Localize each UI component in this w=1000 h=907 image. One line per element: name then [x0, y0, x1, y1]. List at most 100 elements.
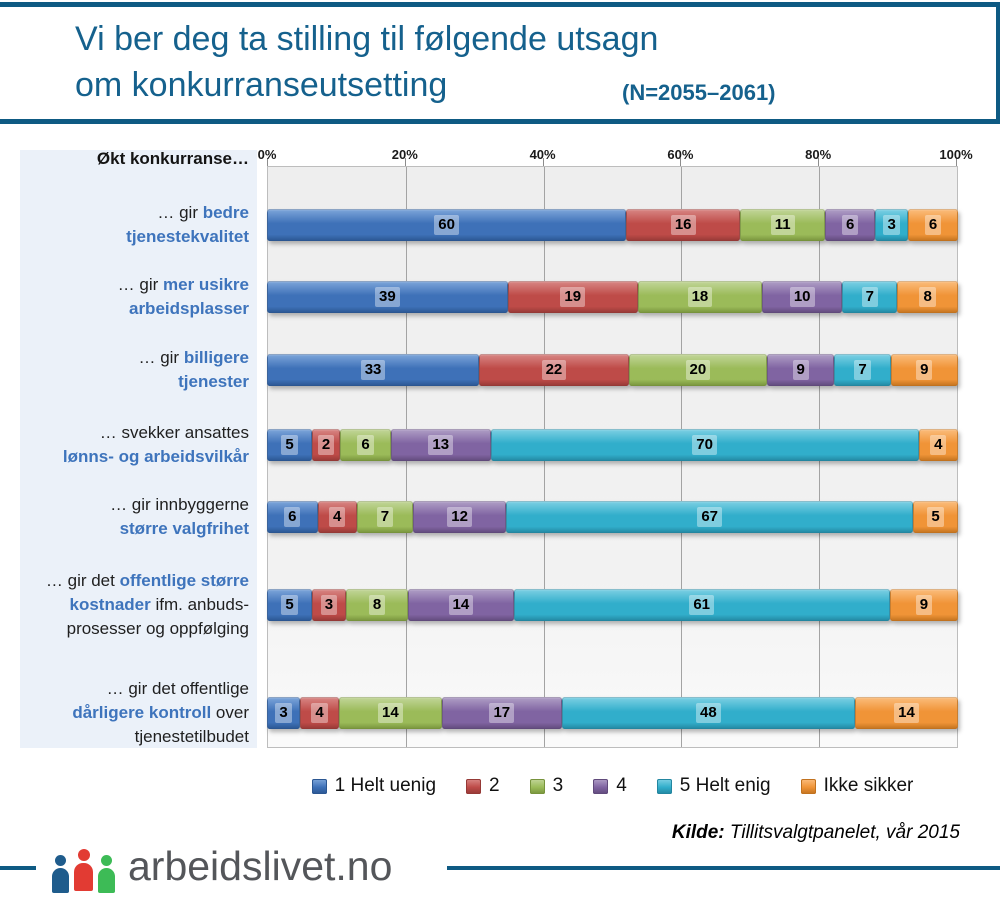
legend-marker-icon: [529, 778, 545, 794]
bar-value-label: 33: [360, 360, 386, 380]
bar-segment: 18: [637, 281, 763, 313]
axis-tick: [680, 158, 682, 166]
top-rule: [0, 2, 1000, 7]
legend-item: 4: [593, 775, 627, 797]
bar-segment: 33: [267, 354, 480, 386]
bar-value-label: 7: [854, 360, 871, 380]
header-bottom-rule: [0, 119, 1000, 124]
axis-tick-label: 80%: [805, 147, 832, 162]
bar-value-label: 19: [560, 287, 586, 307]
bar-segment: 70: [490, 429, 919, 461]
bar-value-label: 67: [697, 507, 722, 527]
legend-label: Ikke sikker: [823, 775, 914, 796]
bar-value-label: 14: [378, 703, 403, 723]
bar-segment: 8: [345, 589, 409, 621]
source-note: Kilde: Tillitsvalgtpanelet, vår 2015: [672, 822, 960, 844]
bar-value-label: 22: [541, 360, 567, 380]
bar-value-label: 6: [357, 435, 374, 455]
bar-value-label: 3: [275, 703, 292, 723]
bar-segment: 5: [267, 429, 313, 461]
axis-tick-label: 100%: [939, 147, 973, 162]
legend-label: 2: [489, 775, 500, 796]
bar-value-label: 5: [927, 507, 944, 527]
axis-tick: [818, 158, 820, 166]
axis-tick: [542, 158, 544, 166]
bar-value-label: 6: [284, 507, 301, 527]
sample-size-note: (N=2055–2061): [622, 80, 776, 105]
bar-value-label: 14: [894, 703, 919, 723]
category-label: … gir bedre tjenestekvalitet: [126, 203, 249, 246]
legend-item: 5 Helt enig: [656, 775, 771, 797]
bar-segment: 5: [913, 501, 959, 533]
bar-value-label: 70: [692, 435, 717, 455]
bar-row: 60 16 11 6 3 6: [267, 209, 958, 241]
footer-rule-right: [447, 866, 1000, 870]
axis-tick: [267, 158, 268, 166]
bar-segment: 67: [506, 501, 914, 533]
bar-value-label: 4: [311, 703, 328, 723]
bar-segment: 7: [842, 281, 898, 313]
bar-value-label: 11: [770, 215, 795, 235]
bar-segment: 9: [766, 354, 835, 386]
bar-value-label: 8: [368, 595, 386, 615]
bar-value-label: 3: [320, 595, 338, 615]
category-label: … gir det offentlige dårligere kontroll o…: [72, 679, 249, 746]
axis-title: Økt konkurranse…: [96, 149, 249, 168]
header-right-rule: [996, 6, 1000, 120]
category-label: … svekker ansattes lønns- og arbeidsvilkå…: [62, 423, 249, 466]
bar-segment: 16: [626, 209, 741, 241]
bar-value-label: 5: [281, 595, 298, 615]
bar-segment: 13: [390, 429, 491, 461]
bar-value-label: 6: [924, 215, 942, 235]
legend-marker-icon: [466, 778, 482, 794]
bar-segment: 2: [312, 429, 341, 461]
bar-row: 3 4 14 17 48 14: [267, 697, 958, 729]
bar-segment: 22: [479, 354, 629, 386]
category-label-panel: [20, 150, 257, 748]
bar-value-label: 20: [685, 360, 711, 380]
bar-row: 33 22 20 9 7 9: [267, 354, 958, 386]
legend-item: Ikke sikker: [800, 775, 914, 797]
bar-value-label: 3: [883, 215, 900, 235]
axis-tick-label: 20%: [391, 147, 418, 162]
bar-segment: 3: [267, 697, 301, 729]
chart-legend: 1 Helt uenig 2 3 4 5 Helt enig Ikke sikker: [267, 770, 958, 802]
person-icon: [98, 855, 115, 893]
legend-label: 1 Helt uenig: [334, 775, 437, 796]
bar-segment: 4: [300, 697, 339, 729]
bar-row: 6 4 7 12 67 5: [267, 501, 959, 533]
bar-value-label: 10: [789, 287, 815, 307]
legend-marker-icon: [800, 778, 816, 794]
bar-row: 39 19 18 10 7 8: [267, 281, 958, 313]
bar-segment: 3: [312, 589, 346, 621]
bar-segment: 7: [834, 354, 891, 386]
bar-value-label: 2: [317, 435, 335, 455]
bar-segment: 6: [267, 501, 318, 533]
legend-item: 3: [529, 775, 564, 797]
bar-segment: 7: [356, 501, 414, 533]
logo-people-icon: [52, 843, 115, 893]
bar-value-label: 4: [328, 507, 346, 527]
bar-segment: 3: [875, 209, 909, 241]
bar-value-label: 4: [930, 435, 947, 455]
bar-segment: 61: [513, 589, 890, 621]
category-label: … gir billigere tjenester: [138, 348, 249, 391]
bar-segment: 14: [854, 697, 958, 729]
legend-label: 4: [616, 775, 627, 796]
bar-segment: 12: [413, 501, 507, 533]
bar-segment: 10: [762, 281, 843, 313]
bar-segment: 9: [890, 354, 958, 386]
bar-value-label: 14: [448, 595, 474, 615]
bar-segment: 11: [740, 209, 826, 241]
legend-label: 3: [552, 775, 564, 796]
page-title-line1: Vi ber deg ta stilling til følgende utsa…: [75, 20, 659, 58]
category-label: … gir mer usikre arbeidsplasser: [117, 275, 249, 318]
bar-segment: 6: [908, 209, 958, 241]
bar-segment: 19: [507, 281, 638, 313]
source-text: Tillitsvalgtpanelet, vår 2015: [724, 822, 960, 843]
person-icon: [52, 855, 69, 893]
page-title-line2: om konkurranseutsetting: [75, 66, 448, 104]
bar-segment: 14: [338, 697, 442, 729]
bar-value-label: 13: [428, 435, 454, 455]
